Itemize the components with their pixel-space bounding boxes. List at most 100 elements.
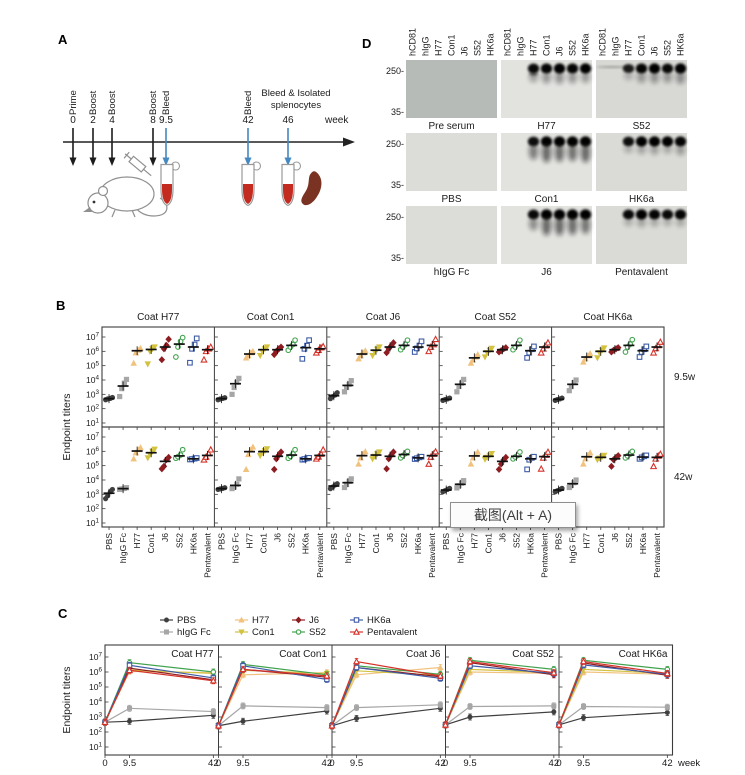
x-tick-label: 0 (556, 758, 561, 769)
blot-band-smear (567, 71, 578, 84)
scatter-point-hIgG Fc (117, 393, 123, 400)
legend-marker-H77 (238, 616, 245, 623)
scatter-point-Con1 (594, 355, 601, 362)
lane-label-S52: S52 (663, 40, 673, 56)
scatter-point-Pentavalent (537, 348, 545, 356)
blot-band-smear (541, 71, 552, 84)
x-category-label: Pentavalent (202, 532, 212, 578)
line-series-J6 (104, 667, 214, 723)
line-series-PBS (445, 711, 554, 726)
blot-band (661, 63, 674, 74)
y-tick-label: 102 (89, 727, 102, 737)
mw-label-35: 35- (391, 180, 404, 190)
scatter-point-Pentavalent (537, 464, 545, 472)
timeline-axis-arrowhead-icon (343, 137, 355, 147)
legend-marker-Pentavalent (352, 628, 361, 635)
blot-band-smear (554, 215, 565, 236)
blot-grid: hCD81 hIgG H77 Con1 J6 S52 HK6a hCD81 hIgG H77 Con… (386, 28, 687, 278)
lane-label-hIgG: hIgG (611, 36, 621, 56)
y-tick-label: 107 (86, 332, 99, 342)
scatter-point-PBS (334, 390, 340, 396)
blood-tube-icon (281, 161, 302, 207)
data-point-hIgG Fc (324, 705, 330, 711)
x-tick-label: 42 (549, 758, 560, 769)
panel-b-label: B (56, 298, 66, 313)
line-series-HK6a (444, 665, 554, 726)
scatter-point-H77 (580, 358, 587, 365)
scatter-point-HK6a (531, 343, 537, 350)
x-category-label: Con1 (596, 533, 606, 554)
x-tick-label: 42 (208, 758, 219, 769)
blot-band-smear (675, 217, 686, 227)
scatter-point-H77 (242, 465, 250, 472)
x-category-label: HK6a (526, 533, 536, 555)
scatter-point-Pentavalent (431, 447, 440, 455)
screenshot-tooltip-text: 截图(Alt + A) (473, 507, 553, 523)
scatter-point-Con1 (151, 446, 158, 453)
line-series-S52 (558, 659, 668, 726)
y-tick-label: 107 (89, 652, 102, 662)
scatter-point-HK6a (193, 335, 200, 342)
data-point-PBS (664, 709, 670, 715)
x-tick-label: 0 (102, 758, 107, 769)
blot-band-smear (623, 72, 634, 81)
x-category-label: H77 (469, 533, 479, 549)
scatter-point-H77 (580, 460, 587, 467)
blot-band (566, 63, 579, 74)
scatter-point-S52 (179, 446, 186, 453)
subplot-title: Coat Con1 (247, 312, 295, 323)
timeline-event-label: Boost (148, 90, 159, 115)
data-point-Pentavalent (555, 720, 563, 728)
panel-a-label: A (58, 32, 68, 47)
y-tick-label: 107 (86, 432, 99, 442)
data-point-PBS (551, 709, 557, 715)
x-category-label: hIgG Fc (230, 532, 240, 563)
timeline-week-4: 4 (109, 115, 115, 126)
scatter-point-H77 (355, 460, 362, 467)
scatter-point-Con1 (263, 446, 271, 453)
x-category-label: S52 (174, 533, 184, 548)
blood-tube-icon (160, 161, 181, 207)
blot-image-hIgG Fc (406, 206, 497, 264)
x-category-label: H77 (582, 533, 592, 549)
x-tick-label: 0 (443, 758, 448, 769)
scatter-point-Con1 (151, 344, 158, 351)
scatter-point-H77 (249, 443, 257, 450)
blot-band-smear (541, 215, 552, 236)
scatter-point-hIgG Fc (123, 485, 130, 491)
blot-band (527, 63, 540, 74)
y-tick-label: 105 (89, 682, 102, 692)
scatter-point-HK6a (187, 359, 193, 366)
blot-band (579, 63, 592, 74)
blot-band (566, 136, 579, 147)
blot-band (579, 209, 592, 220)
blot-label: PBS (441, 194, 461, 205)
blot-label: H77 (537, 121, 556, 132)
y-tick-label: 102 (86, 503, 99, 513)
scatter-point-hIgG Fc (461, 376, 467, 383)
scatter-point-Pentavalent (656, 337, 665, 345)
line-series-H77 (558, 671, 668, 726)
blot-band-smear (623, 145, 634, 154)
blot-label: Pentavalent (615, 267, 668, 278)
scatter-point-Pentavalent (649, 462, 658, 470)
scatter-point-hIgG Fc (236, 476, 242, 482)
lane-label-hIgG: hIgG (421, 36, 431, 56)
plot-frame (104, 644, 674, 756)
scatter-point-Pentavalent (425, 460, 433, 467)
scatter-point-Con1 (488, 450, 496, 458)
scatter-point-H77 (355, 355, 362, 362)
scatter-point-Pentavalent (200, 355, 208, 363)
blot-band-smear (554, 71, 565, 84)
data-point-Pentavalent (436, 672, 444, 679)
timeline-event-label: Boost (88, 90, 99, 115)
blot-band (635, 63, 648, 74)
x-category-label: PBS (554, 533, 564, 550)
scatter-point-HK6a (643, 343, 650, 350)
blot-band-smear (554, 142, 565, 162)
blot-band (540, 136, 553, 147)
x-category-label: J6 (385, 533, 395, 542)
scatter-point-Pentavalent (431, 335, 440, 343)
scatter-point-HK6a (524, 466, 530, 473)
